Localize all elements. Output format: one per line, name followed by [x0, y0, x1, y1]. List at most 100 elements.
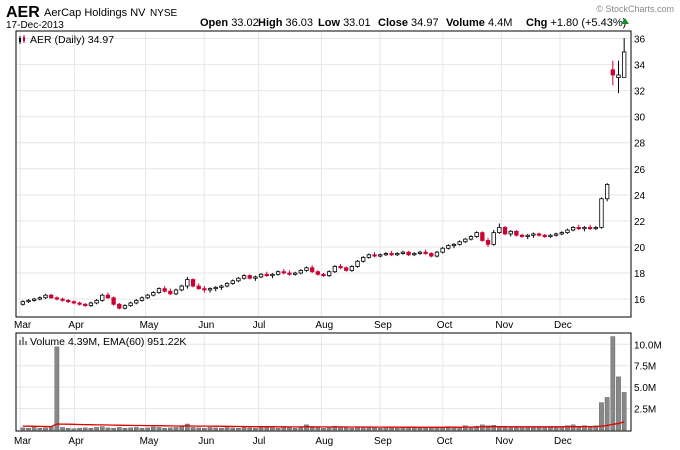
candle: [77, 301, 82, 306]
price-x-tick-label: Mar: [14, 320, 32, 331]
volume-bar: [343, 427, 349, 431]
candle: [378, 253, 383, 258]
candle: [247, 274, 252, 280]
open-value: 33.02: [231, 17, 259, 29]
volume-bar: [88, 428, 94, 431]
candle: [327, 270, 332, 277]
candle: [111, 296, 116, 306]
volume-panel-frame: [15, 332, 632, 432]
volume-bar: [616, 376, 621, 431]
volume-bar: [105, 427, 111, 431]
volume-bar: [309, 427, 315, 431]
price-y-tick-label: 28: [634, 139, 646, 150]
volume-bar: [207, 427, 213, 431]
volume-bar: [60, 427, 65, 431]
svg-text:Volume 4.4M: Volume 4.4M: [446, 17, 512, 29]
volume-bar: [26, 428, 31, 431]
candle: [559, 231, 564, 236]
volume-bar: [570, 424, 576, 431]
candle: [519, 233, 525, 238]
candle: [145, 293, 150, 300]
price-y-axis: 16 18 20 22 24 26 28 30 32 34 36: [634, 35, 646, 307]
volume-bar: [372, 427, 377, 431]
candle: [553, 232, 559, 237]
volume-y-tick-label: 2.5M: [634, 405, 656, 416]
volume-x-tick-label: Apr: [68, 436, 84, 447]
volume-bar: [298, 427, 304, 431]
price-x-tick-label: Oct: [437, 320, 453, 331]
volume-bar: [190, 427, 196, 431]
candle: [213, 286, 218, 292]
volume-bar: [173, 427, 179, 431]
price-panel-frame: [15, 30, 632, 318]
candle: [139, 296, 145, 302]
candle: [54, 296, 60, 301]
candle: [485, 237, 491, 247]
candle: [253, 275, 258, 281]
volume-bar: [236, 428, 241, 431]
volume-bar: [270, 427, 275, 431]
price-legend: AER (Daily) 34.97: [30, 34, 114, 46]
chg-value: +1.80 (+5.43%): [550, 17, 626, 29]
volume-bar: [394, 428, 400, 431]
volume-bar: [37, 428, 43, 431]
candle: [502, 226, 508, 236]
chg-label: Chg: [526, 17, 547, 29]
volume-bars-icon: [19, 337, 27, 345]
volume-bar: [542, 426, 548, 431]
candle: [525, 233, 530, 240]
candle: [151, 291, 156, 297]
volume-bar: [213, 427, 219, 431]
price-x-tick-label: Nov: [495, 320, 513, 331]
chart-date: 17-Dec-2013: [6, 20, 64, 31]
exchange-label: NYSE: [150, 8, 178, 19]
candle: [224, 282, 230, 288]
price-x-tick-label: Apr: [68, 320, 84, 331]
candle: [480, 231, 485, 242]
volume-bar: [128, 427, 133, 431]
volume-bar: [377, 428, 383, 431]
volume-bar: [417, 428, 423, 431]
candle: [60, 297, 65, 302]
candle: [395, 252, 400, 257]
volume-bar: [77, 428, 82, 431]
candle: [531, 232, 536, 238]
svg-text:Low 33.01: Low 33.01: [318, 17, 371, 29]
candle: [264, 271, 269, 277]
candle: [134, 299, 139, 305]
volume-x-tick-label: Oct: [437, 436, 453, 447]
volume-bar: [168, 427, 173, 431]
volume-bar: [43, 427, 48, 431]
candle: [292, 271, 298, 276]
open-label: Open: [200, 17, 228, 29]
volume-bar: [196, 427, 202, 431]
volume-bar: [258, 427, 264, 431]
volume-bar: [485, 425, 491, 431]
volume-bar: [99, 426, 105, 431]
price-y-tick-label: 36: [634, 35, 646, 46]
candle: [117, 302, 122, 310]
candle: [43, 293, 48, 300]
volume-bar: [185, 423, 190, 431]
volume-legend: Volume 4.39M, EMA(60) 951.22K: [30, 336, 186, 348]
candle: [389, 250, 394, 257]
volume-label: Volume: [446, 17, 485, 29]
price-grid: [17, 32, 630, 316]
candle: [83, 302, 88, 307]
candle: [622, 38, 627, 78]
volume-bar: [111, 428, 116, 431]
volume-bar: [604, 397, 610, 431]
candle: [463, 237, 468, 244]
candle: [105, 292, 111, 300]
volume-x-tick-label: Jul: [253, 436, 266, 447]
volume-bar: [462, 425, 468, 431]
candle: [355, 259, 360, 268]
candle: [440, 246, 445, 254]
candle: [202, 286, 207, 293]
price-x-tick-label: Jun: [198, 320, 214, 331]
candle: [457, 240, 462, 246]
volume-bar: [54, 346, 60, 431]
price-y-tick-label: 30: [634, 113, 646, 124]
triangle-up-icon: [621, 18, 629, 24]
